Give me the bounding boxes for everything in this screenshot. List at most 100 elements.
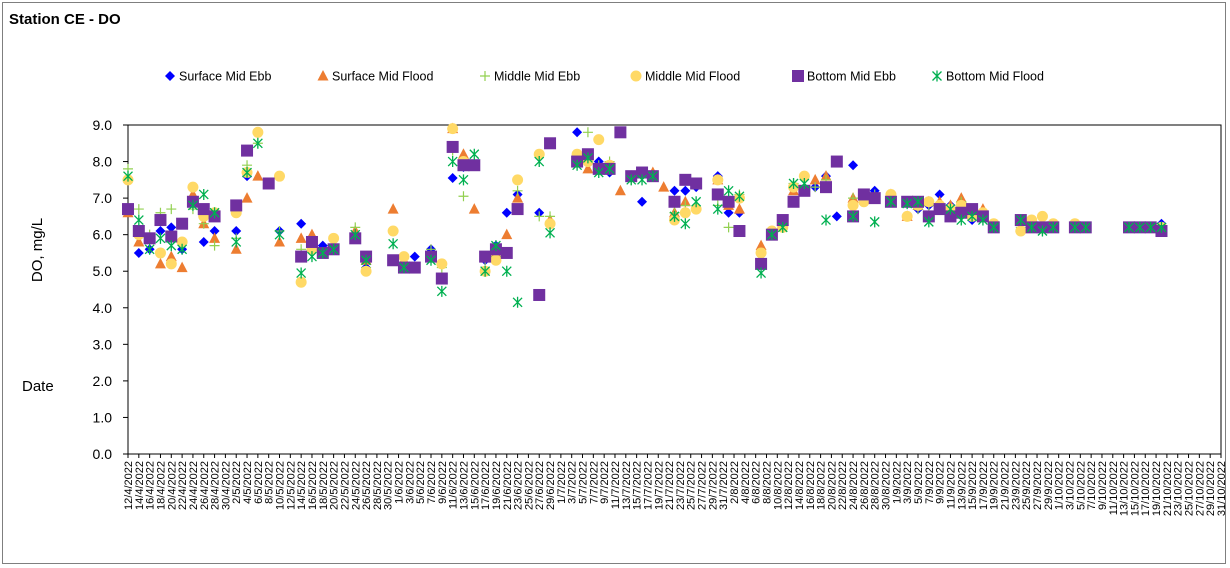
data-point: [1015, 225, 1027, 237]
data-point: [1080, 221, 1091, 233]
y-tick-label: 0.0: [93, 446, 113, 462]
data-point: [534, 211, 545, 222]
y-tick-label: 8.0: [93, 154, 113, 170]
x-tick-label: 6/5/2022: [253, 461, 265, 504]
data-point: [923, 216, 934, 228]
x-tick-label: 21/10/2022: [1162, 461, 1174, 516]
data-point: [490, 240, 501, 252]
x-tick-label: 1/6/2022: [394, 461, 406, 504]
x-tick-label: 29/9/2022: [1043, 461, 1055, 510]
data-point: [636, 166, 649, 179]
data-point: [1069, 221, 1080, 233]
x-tick-label: 16/8/2022: [805, 461, 817, 510]
data-point: [831, 211, 842, 222]
legend-marker: [317, 70, 329, 81]
data-point: [187, 199, 198, 211]
plot-area: [127, 124, 1222, 455]
data-point: [533, 148, 545, 160]
x-tick-label: 25/6/2022: [523, 461, 535, 510]
x-tick-label: 25/10/2022: [1184, 461, 1196, 516]
x-tick-label: 13/6/2022: [458, 461, 470, 510]
y-tick-label: 7.0: [93, 190, 113, 206]
legend-item: Middle Mid Flood: [630, 70, 740, 84]
data-point: [360, 265, 372, 277]
data-point: [869, 216, 880, 228]
y-tick-label: 6.0: [93, 227, 113, 243]
data-point: [165, 258, 177, 270]
y-tick-label: 1.0: [93, 409, 113, 425]
x-tick-label: 26/8/2022: [859, 461, 871, 510]
data-point: [1036, 210, 1048, 222]
data-point: [328, 232, 340, 244]
x-tick-label: 10/8/2022: [772, 461, 784, 510]
data-point: [500, 246, 513, 259]
data-point: [154, 247, 166, 259]
data-point: [133, 214, 144, 226]
x-tick-label: 17/10/2022: [1140, 461, 1152, 516]
legend-label: Middle Mid Flood: [645, 70, 740, 84]
data-point: [209, 207, 220, 219]
data-point: [798, 184, 811, 197]
x-tick-label: 30/8/2022: [881, 461, 893, 510]
data-point: [231, 226, 242, 237]
x-tick-label: 12/4/2022: [123, 461, 135, 510]
data-point: [1134, 221, 1145, 233]
legend-label: Surface Mid Flood: [332, 70, 433, 84]
x-tick-label: 3/9/2022: [902, 461, 914, 504]
data-point: [165, 250, 177, 262]
x-tick-label: 23/9/2022: [1010, 461, 1022, 510]
x-tick-label: 2/5/2022: [231, 461, 243, 504]
data-point: [1156, 221, 1167, 233]
x-tick-label: 15/9/2022: [967, 461, 979, 510]
data-point: [787, 195, 800, 208]
data-point: [626, 174, 637, 186]
data-point: [809, 173, 821, 185]
data-point: [242, 167, 252, 179]
data-point: [544, 218, 556, 230]
data-point: [593, 134, 605, 146]
legend-label: Bottom Mid Flood: [946, 70, 1044, 84]
data-point: [133, 204, 144, 215]
x-tick-label: 28/8/2022: [870, 461, 882, 510]
data-point: [198, 236, 209, 247]
legend-item: Middle Mid Ebb: [480, 70, 580, 84]
data-point: [122, 203, 134, 216]
data-point: [604, 163, 615, 175]
data-point: [501, 265, 512, 277]
legend-marker: [792, 70, 804, 82]
y-axis-title: DO, mg/L: [29, 218, 46, 282]
x-axis: 12/4/202214/4/202216/4/202218/4/202220/4…: [123, 454, 1228, 516]
data-point: [933, 203, 946, 216]
data-point: [436, 258, 448, 270]
x-tick-label: 14/4/2022: [134, 461, 146, 510]
data-point: [820, 181, 833, 194]
data-point: [328, 243, 339, 255]
data-point: [690, 177, 703, 190]
data-point: [154, 257, 166, 269]
data-point: [230, 199, 243, 212]
data-point: [977, 214, 988, 226]
x-tick-label: 23/6/2022: [513, 461, 525, 510]
legend-marker: [932, 70, 942, 82]
data-point: [231, 236, 242, 248]
data-point: [614, 184, 626, 196]
data-point: [296, 218, 307, 229]
x-tick-label: 22/8/2022: [837, 461, 849, 510]
data-point: [766, 229, 777, 241]
x-tick-label: 29/6/2022: [545, 461, 557, 510]
data-point: [479, 250, 492, 263]
data-point: [988, 221, 999, 233]
data-point: [788, 177, 799, 189]
x-tick-label: 9/6/2022: [437, 461, 449, 504]
data-point: [446, 140, 459, 153]
x-tick-label: 9/9/2022: [935, 461, 947, 504]
data-point: [723, 222, 734, 233]
x-tick-label: 24/4/2022: [188, 461, 200, 510]
x-tick-label: 4/5/2022: [242, 461, 254, 504]
series-bottom-mid-ebb: [122, 126, 1168, 301]
data-point: [361, 254, 372, 266]
data-point: [637, 174, 647, 186]
data-point: [1026, 221, 1037, 233]
data-point: [1124, 221, 1134, 233]
x-tick-label: 3/10/2022: [1064, 461, 1076, 510]
